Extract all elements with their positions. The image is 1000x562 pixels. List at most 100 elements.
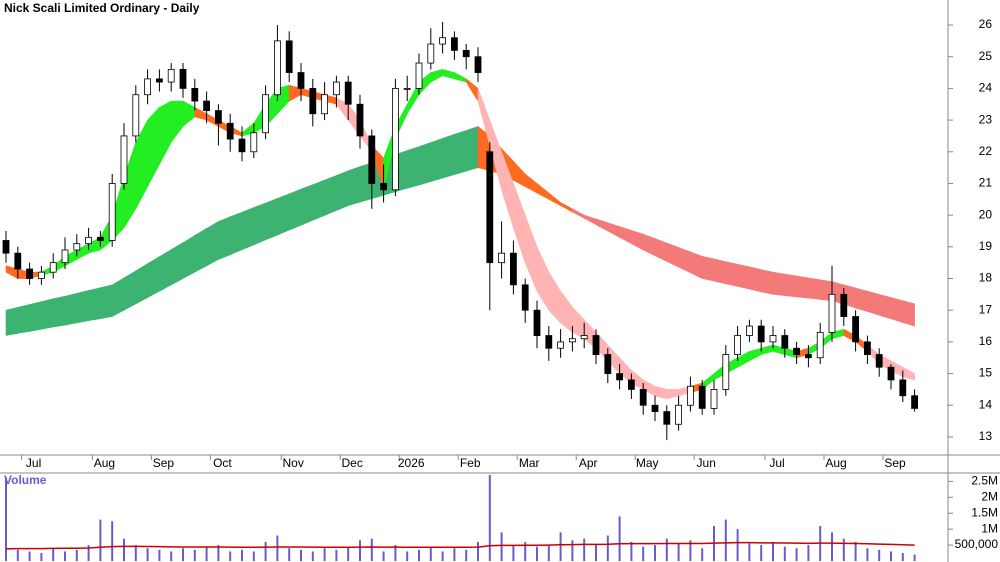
candle-body	[439, 37, 447, 45]
candle-body	[144, 78, 152, 96]
candle-body	[250, 132, 258, 153]
ribbon-segment	[713, 258, 727, 285]
x-tick-label: Dec	[342, 456, 363, 470]
candle-body	[179, 68, 187, 89]
candle-body	[427, 43, 435, 64]
candle-body	[911, 395, 918, 409]
candle-body	[38, 271, 45, 279]
ribbon-segment	[265, 197, 278, 241]
x-tick-label: Apr	[579, 456, 598, 470]
ribbon-segment	[170, 242, 184, 286]
candle-body	[380, 183, 388, 191]
ribbon-segment	[430, 138, 443, 182]
y-tick-label: 17	[979, 302, 993, 316]
candle-body	[651, 404, 659, 412]
ribbon-segment	[300, 184, 314, 226]
candle-body	[687, 385, 694, 406]
candle-body	[167, 68, 175, 83]
ribbon-segment	[229, 211, 243, 256]
ribbon-segment	[442, 133, 455, 179]
candle-body	[580, 335, 588, 340]
x-tick-label: Nov	[283, 456, 304, 470]
ribbon-segment	[701, 255, 715, 282]
candle-body	[368, 135, 376, 184]
ribbon-segment	[336, 170, 349, 211]
ribbon-segment	[218, 216, 231, 260]
candle-body	[521, 284, 529, 311]
ribbon-segment	[182, 234, 196, 280]
candle-body	[793, 347, 800, 355]
candle-body	[875, 354, 883, 368]
candle-body	[864, 341, 871, 355]
ribbon-segment	[123, 270, 137, 311]
x-tick-label: Jun	[697, 456, 716, 470]
y-tick-label: 14	[979, 397, 993, 411]
candle-body	[155, 78, 163, 83]
candle-body	[533, 309, 541, 336]
ribbon-segment	[760, 269, 774, 295]
candle-body	[285, 40, 293, 73]
ribbon-segment	[796, 275, 809, 299]
ribbon-segment	[52, 295, 66, 328]
candle-body	[214, 110, 222, 124]
x-tick-label: Sep	[884, 456, 906, 470]
ribbon-segment	[64, 293, 78, 326]
candle-body	[73, 243, 81, 251]
candle-body	[805, 354, 812, 359]
candle-body	[722, 354, 730, 390]
ribbon-segment	[855, 287, 868, 312]
y-tick-label: 19	[979, 239, 993, 253]
ribbon-segment	[206, 220, 219, 267]
candle-body	[616, 373, 623, 381]
candle-body	[769, 335, 777, 343]
ribbon-segment	[418, 142, 432, 186]
candle-body	[746, 325, 753, 336]
candle-body	[887, 366, 895, 381]
candle-body	[840, 293, 848, 317]
ribbon-segment	[111, 277, 125, 318]
ribbon-segment	[725, 261, 738, 287]
ribbon-segment	[465, 126, 479, 172]
y-tick-label: 13	[979, 429, 993, 443]
x-tick-label: Jul	[26, 456, 41, 470]
y-tick-label: 16	[979, 334, 993, 348]
candle-body	[321, 94, 329, 115]
y-tick-label: 22	[979, 144, 993, 158]
x-tick-label: Aug	[825, 456, 846, 470]
x-tick-label: Mar	[519, 456, 540, 470]
ribbon-segment	[784, 273, 797, 298]
ribbon-segment	[17, 304, 30, 334]
ribbon-segment	[772, 271, 786, 296]
x-tick-label: May	[636, 456, 659, 470]
ribbon-segment	[29, 301, 42, 332]
ribbon-segment	[147, 256, 160, 299]
ribbon-segment	[135, 263, 148, 305]
candle-body	[297, 72, 305, 89]
y-tick-label: 20	[979, 207, 993, 221]
y-tick-label: 15	[979, 366, 993, 380]
ribbon-segment	[100, 284, 113, 320]
candle-body	[639, 389, 647, 406]
candle-body	[120, 135, 128, 184]
candle-body	[592, 335, 600, 355]
candles	[2, 21, 918, 441]
ribbon-segment	[5, 306, 19, 336]
candle-body	[710, 389, 718, 409]
candle-body	[628, 379, 635, 390]
candle-body	[132, 94, 140, 137]
ribbon-segment	[737, 263, 750, 290]
ribbon-segment	[324, 175, 337, 216]
candle-body	[415, 62, 423, 89]
y-tick-label: 25	[979, 49, 993, 63]
candle-body	[14, 252, 22, 270]
candle-body	[545, 335, 553, 349]
candle-body	[557, 341, 564, 349]
candle-body	[332, 81, 340, 96]
ribbon-segment	[253, 202, 266, 246]
candle-body	[816, 331, 824, 359]
candle-body	[85, 236, 92, 245]
candle-body	[108, 183, 116, 241]
ribbon-segment	[867, 290, 880, 316]
candle-body	[675, 404, 682, 425]
volume-tick-label: 1M	[981, 521, 998, 535]
